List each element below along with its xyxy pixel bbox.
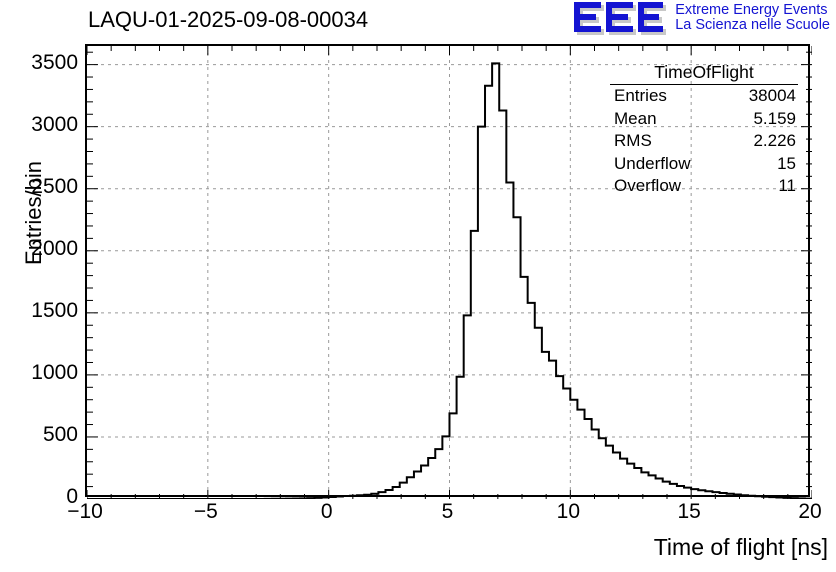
- stats-row-label: Mean: [614, 108, 657, 128]
- axis-tick-marks: [87, 46, 812, 499]
- stats-row-label: Entries: [614, 86, 667, 105]
- stats-row: Underflow 15: [610, 153, 798, 176]
- y-axis-tick-label: 3000: [31, 112, 78, 136]
- x-axis-tick-label: 20: [798, 500, 822, 523]
- x-axis-tick-label: 10: [556, 500, 581, 523]
- y-axis-tick-label: 2000: [31, 236, 78, 260]
- stats-row-value: 2.226: [753, 131, 796, 151]
- eee-logo-mark: [574, 2, 667, 35]
- y-axis-tick-labels: 0 500 1000 1500 2000 2500 3000 3500: [0, 44, 78, 508]
- stats-box: TimeOfFlight Entries 38004 Mean 5.159 RMS 2.2…: [610, 62, 798, 198]
- y-axis-tick-label: 3500: [31, 50, 78, 74]
- stats-row-value: 5.159: [753, 108, 796, 128]
- stats-row-value: 11: [778, 176, 796, 196]
- grid-lines: [87, 46, 812, 499]
- stats-row: Entries 38004: [610, 85, 798, 108]
- x-axis-tick-label: 5: [441, 500, 454, 523]
- y-axis-tick-label: 1000: [31, 360, 78, 384]
- histogram-curve: [87, 62, 812, 499]
- y-axis-tick-label: 2500: [31, 174, 78, 198]
- plot-area: [85, 44, 812, 499]
- page-title: LAQU-01-2025-09-08-00034: [88, 7, 369, 32]
- stats-box-rows: Entries 38004 Mean 5.159 RMS 2.226 Underflow 15…: [610, 85, 798, 198]
- histogram-canvas: [87, 46, 812, 499]
- eee-logo-text: Extreme Energy Events La Scienza nelle S…: [675, 2, 830, 34]
- y-axis-tick-label: 1500: [31, 298, 78, 322]
- x-axis-tick-label: 0: [320, 500, 333, 523]
- y-axis-tick-label: 0: [66, 485, 78, 508]
- stats-row-value: 38004: [748, 86, 796, 105]
- x-axis-title: Time of flight [ns]: [653, 534, 828, 560]
- stats-row-label: RMS: [614, 131, 652, 151]
- x-axis-tick-label: 15: [677, 500, 701, 523]
- stats-row: RMS 2.226: [610, 130, 798, 153]
- x-axis-tick-label: −10: [67, 500, 103, 523]
- eee-logo-line2: La Scienza nelle Scuole: [675, 17, 830, 34]
- stats-row-value: 15: [777, 153, 796, 173]
- stats-row-label: Underflow: [614, 153, 691, 173]
- x-axis-tick-label: −5: [193, 500, 218, 523]
- y-axis-tick-label: 500: [42, 422, 78, 446]
- stats-row-label: Overflow: [614, 176, 682, 196]
- x-axis-tick-labels: −10 −5 0 5 10 15 20: [67, 500, 821, 526]
- stats-box-title: TimeOfFlight: [610, 62, 798, 85]
- stats-row: Overflow 11: [610, 175, 798, 198]
- stats-row: Mean 5.159: [610, 108, 798, 131]
- eee-logo: Extreme Energy Events La Scienza nelle S…: [574, 2, 830, 38]
- eee-logo-line1: Extreme Energy Events: [675, 2, 828, 18]
